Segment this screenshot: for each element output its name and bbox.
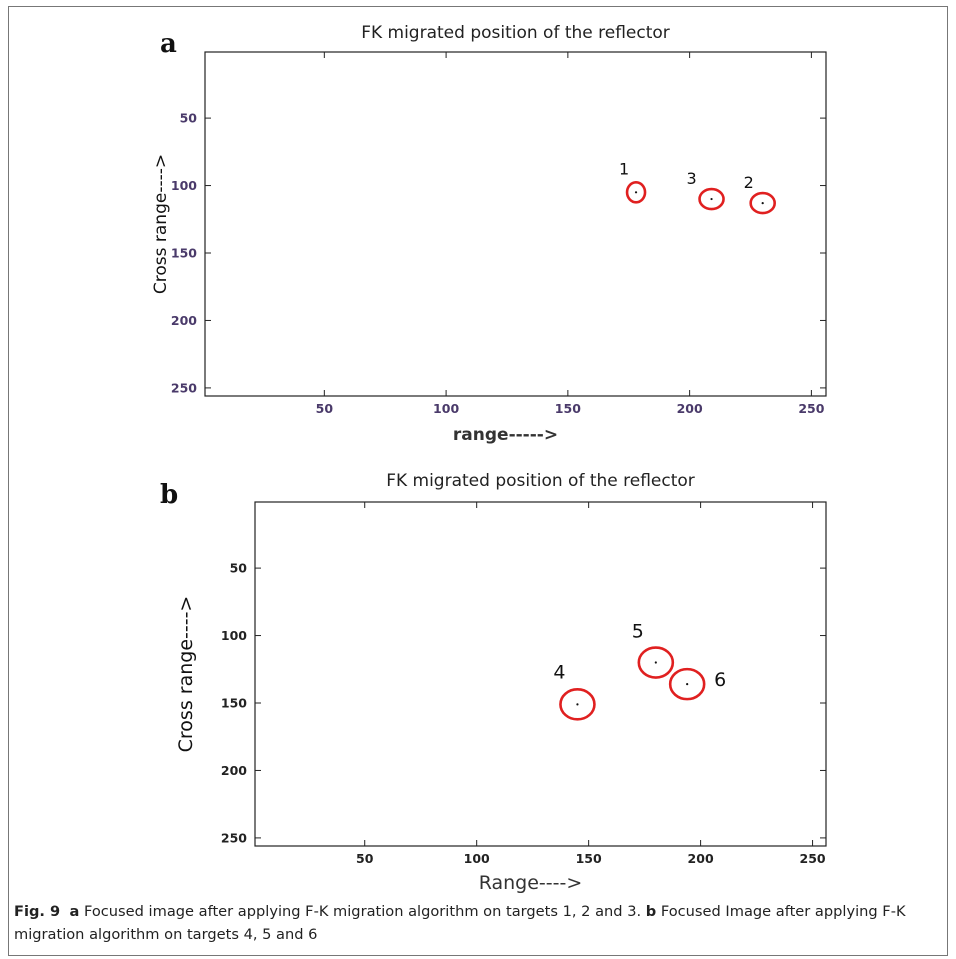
target-marker-2	[749, 191, 776, 215]
y-tick-label: 200	[171, 313, 197, 328]
y-tick-label: 150	[221, 696, 247, 711]
target-marker-4	[559, 688, 596, 721]
caption-b-label: b	[645, 903, 657, 920]
target-marker-6	[668, 667, 706, 701]
chart-title: FK migrated position of the reflector	[386, 471, 695, 491]
y-tick-label: 250	[171, 380, 197, 395]
target-label-2: 2	[744, 173, 754, 192]
target-point-5	[654, 661, 657, 664]
y-tick-label: 100	[171, 178, 197, 193]
caption-a-text: Focused image after applying F-K migrati…	[79, 903, 646, 920]
target-point-6	[686, 683, 689, 686]
y-tick-label: 50	[230, 561, 248, 576]
x-tick-label: 100	[433, 401, 459, 416]
y-axis-label: Cross range---->	[151, 154, 171, 294]
y-tick-label: 250	[221, 830, 247, 845]
plot-area	[204, 51, 827, 397]
target-label-4: 4	[553, 661, 565, 683]
target-point-2	[761, 201, 764, 205]
plot-area	[254, 501, 827, 847]
target-point-4	[576, 703, 579, 706]
x-tick-label: 200	[677, 401, 703, 416]
x-tick-label: 50	[356, 851, 374, 866]
y-tick-label: 50	[180, 111, 198, 126]
figure-frame	[8, 6, 948, 956]
target-marker-5	[637, 646, 675, 679]
x-tick-label: 200	[688, 851, 714, 866]
y-tick-label: 100	[221, 628, 247, 643]
y-tick-label: 150	[171, 246, 197, 261]
y-axis-label: Cross range---->	[175, 596, 197, 753]
x-tick-label: 150	[555, 401, 581, 416]
x-tick-label: 50	[316, 401, 334, 416]
caption-b-text: Focused Image after applying F-K migrati…	[14, 903, 906, 943]
x-tick-label: 250	[800, 851, 826, 866]
target-label-6: 6	[714, 669, 726, 691]
x-tick-label: 150	[576, 851, 602, 866]
target-label-1: 1	[619, 159, 629, 178]
target-marker-3	[698, 187, 725, 211]
caption-a-label: a	[69, 903, 80, 920]
x-axis-label: range----->	[453, 425, 558, 445]
target-point-3	[710, 197, 713, 201]
x-axis-label: Range---->	[479, 872, 583, 894]
target-point-1	[634, 191, 638, 194]
caption-fig-label: Fig. 9	[14, 903, 61, 920]
target-marker-1	[625, 180, 647, 204]
x-tick-label: 100	[464, 851, 490, 866]
chart-title: FK migrated position of the reflector	[361, 23, 670, 43]
target-label-3: 3	[686, 169, 696, 188]
x-tick-label: 250	[798, 401, 824, 416]
figure-caption: Fig. 9 a Focused image after applying F-…	[14, 900, 938, 946]
panel-label-b: b	[160, 480, 178, 510]
target-label-5: 5	[632, 621, 644, 643]
panel-label-a: a	[160, 29, 177, 59]
y-tick-label: 200	[221, 763, 247, 778]
